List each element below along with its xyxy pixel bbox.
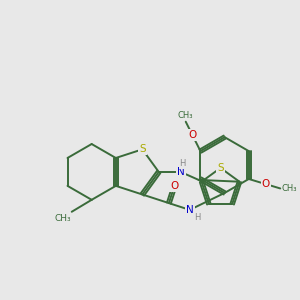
Text: H: H [179, 159, 186, 168]
Text: N: N [186, 205, 194, 215]
Text: CH₃: CH₃ [54, 214, 71, 223]
Text: CH₃: CH₃ [281, 184, 297, 193]
Text: O: O [188, 130, 196, 140]
Text: S: S [217, 163, 224, 173]
Text: CH₃: CH₃ [178, 111, 194, 120]
Text: O: O [170, 181, 178, 191]
Text: S: S [139, 144, 146, 154]
Text: H: H [194, 213, 201, 222]
Text: O: O [262, 179, 270, 189]
Text: N: N [177, 167, 184, 177]
